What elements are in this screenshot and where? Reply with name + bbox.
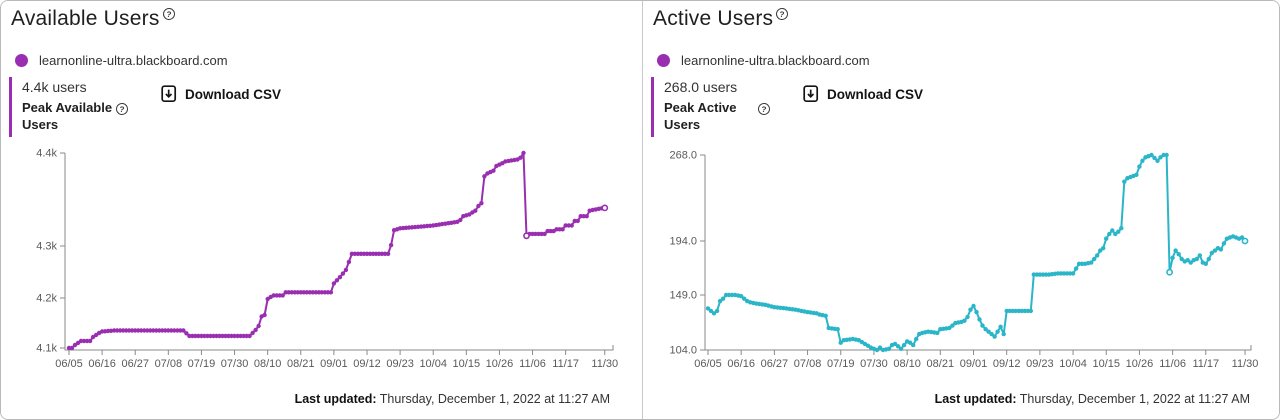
svg-text:09/12: 09/12: [353, 358, 381, 370]
last-updated-label: Last updated:: [934, 392, 1017, 406]
last-updated: Last updated: Thursday, December 1, 2022…: [935, 392, 1250, 406]
svg-text:10/26: 10/26: [486, 358, 514, 370]
svg-text:194.0: 194.0: [669, 236, 697, 248]
active-users-chart: 268.0 194.0 149.0 104.006/05 06/16 06/27 07/08…: [669, 150, 1259, 371]
legend-dot: [657, 54, 670, 67]
svg-text:10/15: 10/15: [1092, 358, 1120, 370]
svg-text:06/27: 06/27: [761, 358, 789, 370]
svg-text:10/26: 10/26: [1126, 358, 1154, 370]
svg-text:06/16: 06/16: [727, 358, 755, 370]
legend-label: learnonline-ultra.blackboard.com: [681, 53, 870, 68]
help-icon[interactable]: ?: [161, 7, 176, 21]
svg-text:06/05: 06/05: [694, 358, 722, 370]
peak-stat-box: 4.4k users Peak Available Users ?: [9, 77, 139, 137]
legend-label: learnonline-ultra.blackboard.com: [39, 53, 228, 68]
svg-text:07/30: 07/30: [221, 358, 249, 370]
download-csv-label: Download CSV: [185, 86, 282, 102]
last-updated: Last updated: Thursday, December 1, 2022…: [295, 392, 610, 406]
svg-text:11/30: 11/30: [1232, 358, 1259, 370]
svg-text:11/06: 11/06: [519, 358, 546, 370]
svg-text:104.0: 104.0: [669, 345, 697, 357]
peak-stat-value: 4.4k users: [22, 79, 87, 95]
svg-text:10/15: 10/15: [453, 358, 481, 370]
page-title: Available Users: [11, 7, 160, 30]
svg-text:4.4k: 4.4k: [36, 148, 57, 160]
download-csv-button[interactable]: Download CSV: [803, 85, 923, 103]
svg-text:08/10: 08/10: [893, 358, 921, 370]
help-icon[interactable]: ?: [115, 102, 129, 116]
svg-text:268.0: 268.0: [669, 150, 697, 162]
last-updated-label: Last updated:: [294, 392, 377, 406]
svg-text:06/05: 06/05: [55, 358, 83, 370]
svg-text:08/21: 08/21: [927, 358, 955, 370]
peak-stat-label: Peak Available Users: [22, 100, 113, 132]
svg-text:07/19: 07/19: [827, 358, 855, 370]
svg-text:10/04: 10/04: [1059, 358, 1087, 370]
svg-text:11/30: 11/30: [591, 358, 618, 370]
svg-text:06/16: 06/16: [88, 358, 116, 370]
help-icon[interactable]: ?: [757, 102, 771, 116]
svg-text:11/06: 11/06: [1159, 358, 1186, 370]
page-title: Active Users: [653, 7, 774, 30]
svg-text:09/12: 09/12: [993, 358, 1021, 370]
last-updated-value: Thursday, December 1, 2022 at 11:27 AM: [376, 392, 610, 406]
svg-text:06/27: 06/27: [121, 358, 149, 370]
available-users-chart: 4.4k 4.3k 4.2k 4.1k 06/05 06/16 06/27 07/08 07/1…: [36, 148, 618, 371]
available-users-card: Available Users ? learnonline-ultra.blac…: [1, 1, 640, 419]
download-csv-label: Download CSV: [827, 86, 924, 102]
svg-text:149.0: 149.0: [669, 290, 697, 302]
peak-stat-box: 268.0 users Peak Active Users ?: [651, 77, 781, 137]
svg-text:4.1k: 4.1k: [36, 343, 57, 355]
svg-text:07/19: 07/19: [188, 358, 216, 370]
svg-text:4.3k: 4.3k: [36, 241, 57, 253]
svg-text:08/10: 08/10: [254, 358, 282, 370]
svg-text:09/01: 09/01: [320, 358, 348, 370]
svg-text:07/30: 07/30: [860, 358, 888, 370]
peak-stat-value: 268.0 users: [664, 79, 738, 95]
svg-text:09/01: 09/01: [960, 358, 988, 370]
help-icon[interactable]: ?: [775, 7, 790, 21]
svg-text:11/17: 11/17: [552, 358, 579, 370]
svg-text:09/23: 09/23: [386, 358, 414, 370]
legend-dot: [15, 54, 28, 67]
svg-text:08/21: 08/21: [287, 358, 315, 370]
download-icon: [161, 85, 177, 103]
svg-text:11/17: 11/17: [1192, 358, 1219, 370]
last-updated-value: Thursday, December 1, 2022 at 11:27 AM: [1016, 392, 1250, 406]
svg-text:09/23: 09/23: [1026, 358, 1054, 370]
active-users-card: Active Users ? learnonline-ultra.blackbo…: [642, 1, 1279, 419]
download-csv-button[interactable]: Download CSV: [161, 85, 281, 103]
svg-text:10/04: 10/04: [419, 358, 447, 370]
peak-stat-label: Peak Active Users: [664, 100, 737, 132]
svg-text:07/08: 07/08: [794, 358, 822, 370]
svg-text:4.2k: 4.2k: [36, 293, 57, 305]
svg-text:07/08: 07/08: [155, 358, 183, 370]
download-icon: [803, 85, 819, 103]
